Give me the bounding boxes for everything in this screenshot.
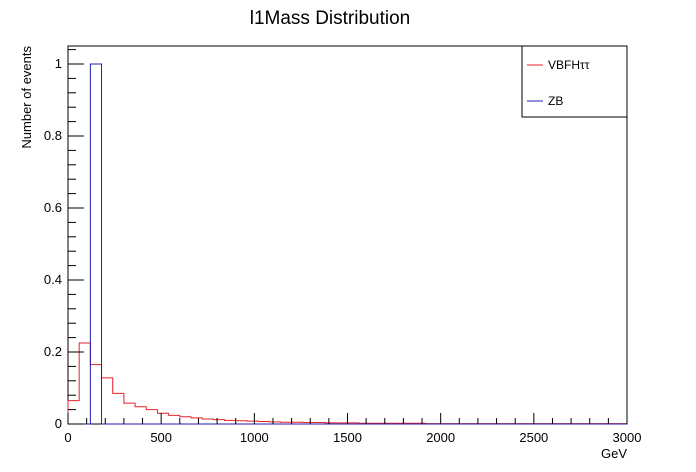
legend: VBFHττ ZB xyxy=(521,45,628,118)
x-tick-label: 2500 xyxy=(519,430,548,445)
series-1-histogram xyxy=(68,63,627,425)
series-layer xyxy=(67,63,628,425)
plot-area: 0 500 1000 1500 2000 2500 3000 0 0.2 0.4 0.6 0.8 1 xyxy=(44,45,641,445)
x-tick-label: 1000 xyxy=(240,430,269,445)
x-tick-label: 1500 xyxy=(333,430,362,445)
x-axis-ticks: 0 500 1000 1500 2000 2500 3000 xyxy=(64,413,641,445)
x-tick-label: 2000 xyxy=(426,430,455,445)
chart-title: l1Mass Distribution xyxy=(250,8,411,29)
x-tick-label: 3000 xyxy=(613,430,642,445)
y-tick-label: 0.4 xyxy=(44,272,62,287)
x-axis-label: GeV xyxy=(601,446,627,461)
y-axis-ticks: 0 0.2 0.4 0.6 0.8 1 xyxy=(44,49,84,431)
x-tick-label: 500 xyxy=(150,430,172,445)
y-axis-label: Number of events xyxy=(19,46,34,149)
y-tick-label: 0 xyxy=(55,416,62,431)
series-0-histogram xyxy=(67,342,628,425)
legend-label-zb: ZB xyxy=(548,94,563,108)
y-tick-label: 0.2 xyxy=(44,344,62,359)
legend-box xyxy=(521,45,628,118)
x-tick-label: 0 xyxy=(64,430,71,445)
y-tick-label: 0.6 xyxy=(44,200,62,215)
legend-label-vbfh: VBFHττ xyxy=(548,58,590,72)
y-tick-label: 0.8 xyxy=(44,128,62,143)
y-tick-label: 1 xyxy=(55,56,62,71)
